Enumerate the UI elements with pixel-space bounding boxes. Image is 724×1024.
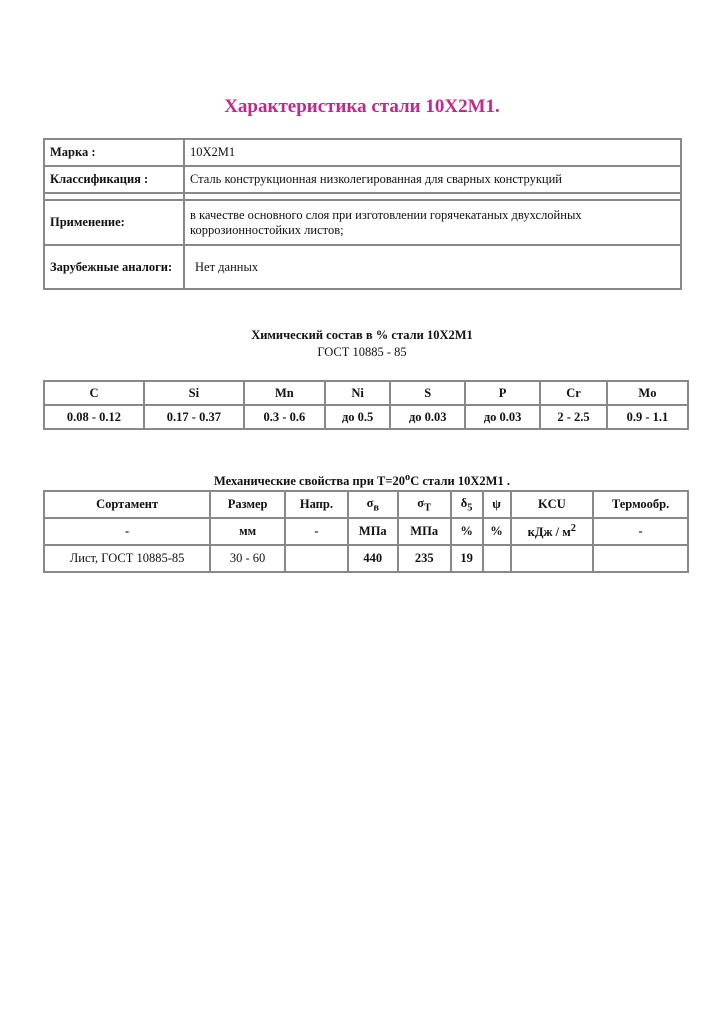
chem-value: 0.3 - 0.6 [242, 404, 326, 430]
mech-unit: - [42, 517, 212, 546]
mech-title-b: С стали 10Х2М1 . [410, 474, 510, 489]
mech-title-a: Механические свойства при Т=20 [214, 474, 405, 489]
analogs-value: Нет данных [183, 244, 682, 290]
mech-unit: % [481, 517, 512, 546]
mech-header: ψ [481, 490, 512, 519]
delta-symbol: δ [460, 495, 468, 510]
unit-sup: 2 [570, 522, 576, 534]
chem-value: 0.08 - 0.12 [43, 404, 145, 430]
chem-header: Si [142, 380, 245, 406]
use-value: в качестве основного слоя при изготовлен… [183, 199, 682, 246]
mech-header: σT [396, 490, 452, 519]
subscript: 5 [467, 502, 473, 514]
class-value: Сталь конструкционная низколегированная … [183, 165, 682, 194]
mech-header: σв [346, 490, 399, 519]
mech-unit: мм [209, 517, 286, 546]
chem-standard: ГОСТ 10885 - 85 [317, 345, 407, 359]
sigma-symbol: σ [417, 495, 425, 510]
mech-header: KCU [509, 490, 595, 519]
chem-header: Ni [323, 380, 392, 406]
mech-cell [284, 544, 349, 573]
chem-header: C [43, 380, 145, 406]
subscript: T [424, 502, 432, 514]
use-label: Применение: [43, 199, 185, 246]
chem-value: 0.17 - 0.37 [142, 404, 245, 430]
chem-value: до 0.03 [464, 404, 542, 430]
class-label: Классификация : [43, 165, 185, 194]
mech-cell: Лист, ГОСТ 10885-85 [42, 544, 212, 573]
mech-cell: 30 - 60 [209, 544, 286, 573]
chem-value: 2 - 2.5 [539, 404, 608, 430]
mech-unit: - [592, 517, 689, 546]
chem-value: до 0.5 [323, 404, 392, 430]
mech-table: Сортамент Размер Напр. σв σT δ5 ψ KCU Термоо… [42, 490, 689, 573]
mech-unit: - [284, 517, 349, 546]
chem-header: S [389, 380, 467, 406]
chem-header: P [464, 380, 542, 406]
mech-cell [509, 544, 595, 573]
subscript: в [373, 502, 380, 514]
chem-table: C Si Mn Ni S P Cr Mo 0.08 - 0.12 0.17 - 0.37 0.3 … [43, 380, 690, 430]
mech-header: Напр. [284, 490, 349, 519]
mech-cell: 235 [396, 544, 452, 573]
info-table: Марка :10Х2М1 Классификация : Сталь конст… [43, 138, 682, 290]
grade-value: 10Х2М1 [183, 138, 682, 167]
chem-value: 0.9 - 1.1 [605, 404, 690, 430]
sigma-symbol: σ [366, 495, 374, 510]
analogs-label: Зарубежные аналоги: [43, 244, 185, 290]
mech-title-sup: o [404, 472, 411, 483]
mech-unit: кДж / м2 [509, 517, 595, 546]
mech-cell: 440 [346, 544, 399, 573]
mech-unit: МПа [396, 517, 452, 546]
mech-unit: МПа [346, 517, 399, 546]
mech-header: Размер [209, 490, 286, 519]
mech-header: Сортамент [42, 490, 212, 519]
spacer-cell [183, 192, 682, 201]
chem-title: Химический состав в % стали 10Х2М1 [251, 328, 473, 342]
mech-unit: % [449, 517, 484, 546]
chem-header: Mo [605, 380, 690, 406]
mech-cell [481, 544, 512, 573]
spacer-cell [43, 192, 185, 201]
mech-header: Термообр. [592, 490, 689, 519]
chem-header: Mn [242, 380, 326, 406]
page-title: Характеристика стали 10Х2М1. [224, 96, 500, 117]
chem-header: Cr [539, 380, 608, 406]
mech-header: δ5 [449, 490, 484, 519]
mech-cell [592, 544, 689, 573]
mech-title: Механические свойства при Т=20oС стали 1… [0, 472, 724, 489]
chem-value: до 0.03 [389, 404, 467, 430]
grade-label: Марка : [43, 138, 185, 167]
mech-cell: 19 [449, 544, 484, 573]
unit-text: кДж / м [527, 525, 571, 540]
